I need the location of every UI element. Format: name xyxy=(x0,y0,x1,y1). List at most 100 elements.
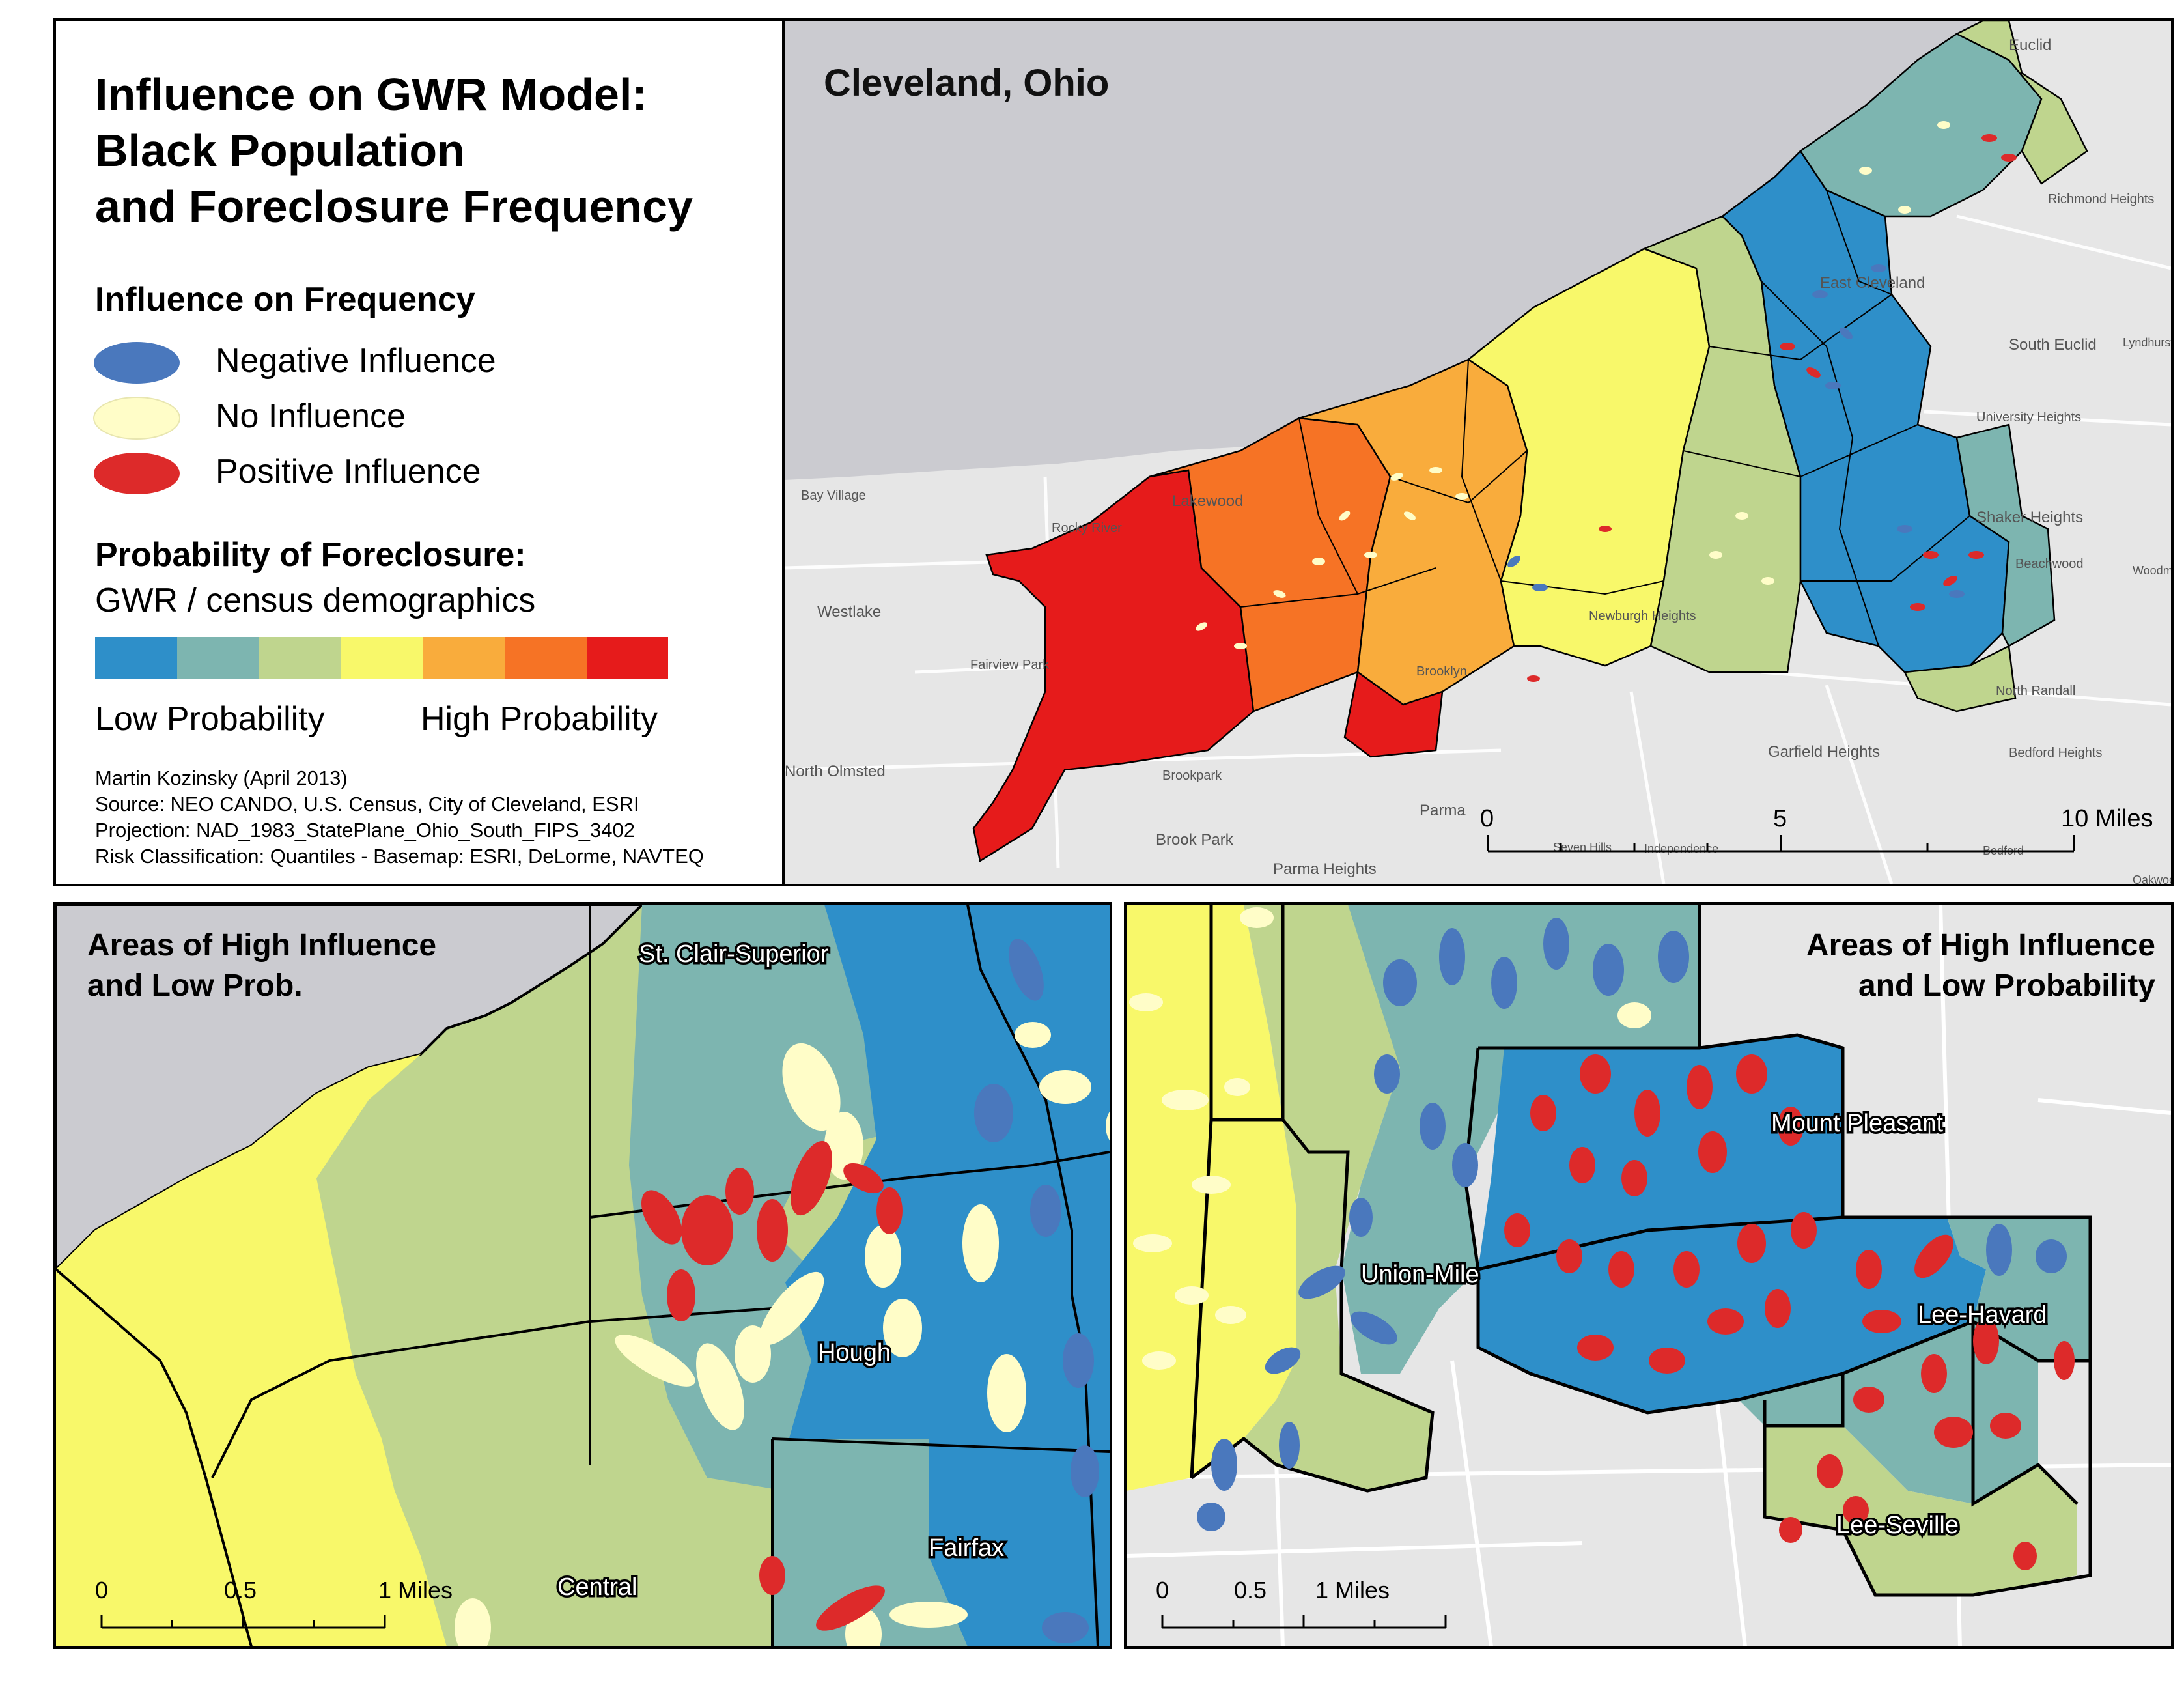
positive-influence-ellipse xyxy=(1817,1454,1843,1488)
positive-influence-ellipse xyxy=(667,1269,695,1321)
inset-left-title-line: Areas of High Influence xyxy=(87,928,436,963)
place-labels: Euclid Richmond Heights East Cleveland S… xyxy=(785,36,2171,884)
ramp-class-4 xyxy=(341,637,423,679)
tract-lee-seville xyxy=(1765,1426,2077,1595)
neighborhood-label-lee-seville: Lee-Seville xyxy=(1836,1512,1959,1539)
no-influence-ellipse xyxy=(1192,1176,1231,1194)
negative-influence-ellipse xyxy=(1374,1054,1400,1094)
positive-influence-ellipse xyxy=(791,1140,832,1216)
negative-influence-swatch xyxy=(94,342,180,384)
no-influence-ellipse xyxy=(1133,1234,1172,1252)
neighborhood-boundaries xyxy=(56,905,1110,1646)
inset-left-scale-bar xyxy=(100,1615,386,1629)
negative-influence-ellipse xyxy=(1279,1422,1300,1469)
ramp-class-3 xyxy=(259,637,341,679)
place-label: Rocky River xyxy=(1052,521,1122,535)
negative-influence-ellipse xyxy=(1439,928,1465,985)
no-influence-ellipse xyxy=(735,1325,771,1383)
positive-influence-ellipse xyxy=(1530,1095,1556,1131)
no-influence-ellipse xyxy=(1364,552,1377,558)
influence-ellipses-main xyxy=(1195,121,2017,682)
no-influence-ellipse xyxy=(1339,511,1351,521)
negative-influence-ellipse xyxy=(1840,328,1853,339)
no-influence-ellipse xyxy=(962,1204,999,1282)
positive-influence-ellipse xyxy=(681,1195,733,1265)
place-label: Parma xyxy=(1420,802,1466,819)
negative-influence-ellipse xyxy=(1825,382,1841,389)
positive-influence-ellipse xyxy=(2013,1542,2037,1570)
positive-influence-ellipse xyxy=(2054,1341,2075,1380)
place-label: Beachwood xyxy=(2015,557,2084,571)
place-label: Euclid xyxy=(2009,36,2051,54)
negative-influence-ellipse xyxy=(2036,1239,2067,1273)
inset-right-scale-bar xyxy=(1161,1615,1447,1629)
place-label: Woodmere xyxy=(2133,564,2171,577)
tract-south-red xyxy=(1343,670,1444,758)
no-influence-ellipse xyxy=(1142,1351,1176,1370)
high-probability-label: High Probability xyxy=(421,700,658,738)
positive-influence-ellipse xyxy=(1634,1090,1660,1137)
no-influence-ellipse xyxy=(1859,167,1872,175)
no-influence-ellipse xyxy=(1273,590,1286,598)
negative-influence-ellipse xyxy=(1197,1503,1225,1531)
positive-influence-ellipse xyxy=(1736,1054,1767,1094)
positive-influence-ellipse xyxy=(1599,526,1612,532)
no-influence-ellipse xyxy=(615,1335,695,1387)
no-influence-ellipse xyxy=(696,1343,744,1430)
negative-influence-ellipse xyxy=(1871,264,1886,272)
place-label: Brook Park xyxy=(1156,831,1234,849)
positive-influence-ellipse xyxy=(1968,551,1984,559)
positive-influence-ellipse xyxy=(1779,1517,1802,1543)
positive-influence-ellipse xyxy=(1780,343,1795,350)
negative-influence-ellipse xyxy=(1009,939,1044,1001)
positive-influence-ellipse xyxy=(1556,1239,1582,1273)
low-probability-label: Low Probability xyxy=(95,700,325,738)
tract-green-west xyxy=(1244,905,1433,1491)
main-scale-label-5: 5 xyxy=(1773,805,1787,832)
negative-influence-ellipse xyxy=(1658,931,1689,983)
neighborhood-label-union-mile: Union-Mile xyxy=(1361,1261,1479,1288)
positive-influence-ellipse xyxy=(1910,603,1925,611)
positive-influence-ellipse xyxy=(1698,1131,1727,1173)
no-influence-label: No Influence xyxy=(216,397,406,435)
positive-influence-ellipse xyxy=(1687,1065,1713,1109)
positive-influence-ellipse xyxy=(725,1168,754,1215)
no-influence-ellipse xyxy=(1162,1090,1209,1110)
ramp-class-2 xyxy=(177,637,259,679)
tract-yellow xyxy=(56,1054,447,1646)
lake-erie xyxy=(785,21,1976,480)
main-map: Euclid Richmond Heights East Cleveland S… xyxy=(785,21,2171,884)
no-influence-ellipse xyxy=(455,1598,491,1646)
credit-line: Martin Kozinsky (April 2013) xyxy=(95,767,348,789)
tract-fairfax-teal xyxy=(772,1439,968,1646)
place-label: Parma Heights xyxy=(1273,860,1377,878)
negative-influence-ellipse xyxy=(1986,1224,2012,1276)
positive-influence-ellipse xyxy=(1765,1289,1791,1328)
negative-influence-ellipse xyxy=(1071,1445,1099,1497)
inset-right-scale-label: 0.5 xyxy=(1234,1577,1267,1603)
positive-influence-ellipse xyxy=(1856,1250,1882,1289)
negative-influence-ellipse xyxy=(1265,1347,1301,1374)
positive-influence-ellipse xyxy=(757,1199,788,1262)
tract-southeast-teal xyxy=(1739,1321,2038,1504)
place-label: Bay Village xyxy=(801,488,866,503)
ramp-class-7 xyxy=(587,637,668,679)
no-influence-ellipse xyxy=(1761,577,1774,585)
no-influence-ellipse xyxy=(1403,511,1416,520)
positive-influence-ellipse xyxy=(1608,1251,1634,1288)
no-influence-ellipse xyxy=(987,1354,1026,1432)
place-label: Newburgh Heights xyxy=(1589,609,1696,623)
negative-influence-ellipse xyxy=(1507,556,1520,567)
no-influence-ellipse xyxy=(1015,1022,1051,1048)
tract-teal xyxy=(1341,905,1700,1374)
inset-right-scale-label: 0 xyxy=(1156,1577,1169,1603)
probability-heading: Probability of Foreclosure: xyxy=(95,536,526,574)
no-influence-ellipse xyxy=(1898,206,1911,214)
credit-line: Source: NEO CANDO, U.S. Census, City of … xyxy=(95,793,639,815)
no-influence-ellipse xyxy=(1106,1111,1110,1141)
positive-influence-ellipse xyxy=(1649,1348,1685,1374)
positive-influence-ellipse xyxy=(1934,1417,1973,1448)
positive-influence-ellipse xyxy=(759,1556,785,1595)
inset-left-map: Areas of High Influence and Low Prob. St… xyxy=(56,905,1110,1646)
positive-influence-ellipse xyxy=(1737,1224,1766,1263)
